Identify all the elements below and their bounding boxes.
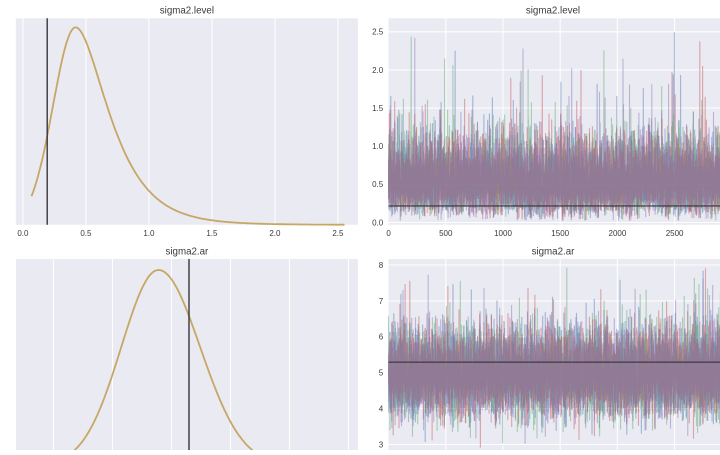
svg-text:2.0: 2.0 [372,66,384,75]
svg-text:1000: 1000 [494,229,512,238]
svg-text:8: 8 [379,261,384,270]
svg-text:0.0: 0.0 [17,229,29,238]
svg-text:0.0: 0.0 [372,218,384,227]
svg-text:sigma2.level: sigma2.level [160,6,214,17]
svg-text:1.0: 1.0 [143,229,155,238]
svg-text:5: 5 [379,369,384,378]
svg-text:2500: 2500 [666,229,684,238]
svg-text:2000: 2000 [609,229,627,238]
svg-text:1500: 1500 [551,229,569,238]
svg-text:0: 0 [386,229,391,238]
svg-text:sigma2.ar: sigma2.ar [532,247,576,258]
svg-text:1.0: 1.0 [372,142,384,151]
svg-text:0.5: 0.5 [372,180,384,189]
svg-text:500: 500 [439,229,453,238]
svg-text:7: 7 [379,297,384,306]
svg-text:2.0: 2.0 [269,229,281,238]
svg-text:2.5: 2.5 [372,28,384,37]
svg-text:sigma2.level: sigma2.level [526,6,580,17]
svg-text:6: 6 [379,333,384,342]
svg-text:1.5: 1.5 [206,229,218,238]
svg-text:4: 4 [379,405,384,414]
svg-text:sigma2.ar: sigma2.ar [165,247,209,258]
svg-text:0.5: 0.5 [80,229,92,238]
svg-text:1.5: 1.5 [372,104,384,113]
svg-text:2.5: 2.5 [332,229,344,238]
svg-text:3: 3 [379,440,384,449]
